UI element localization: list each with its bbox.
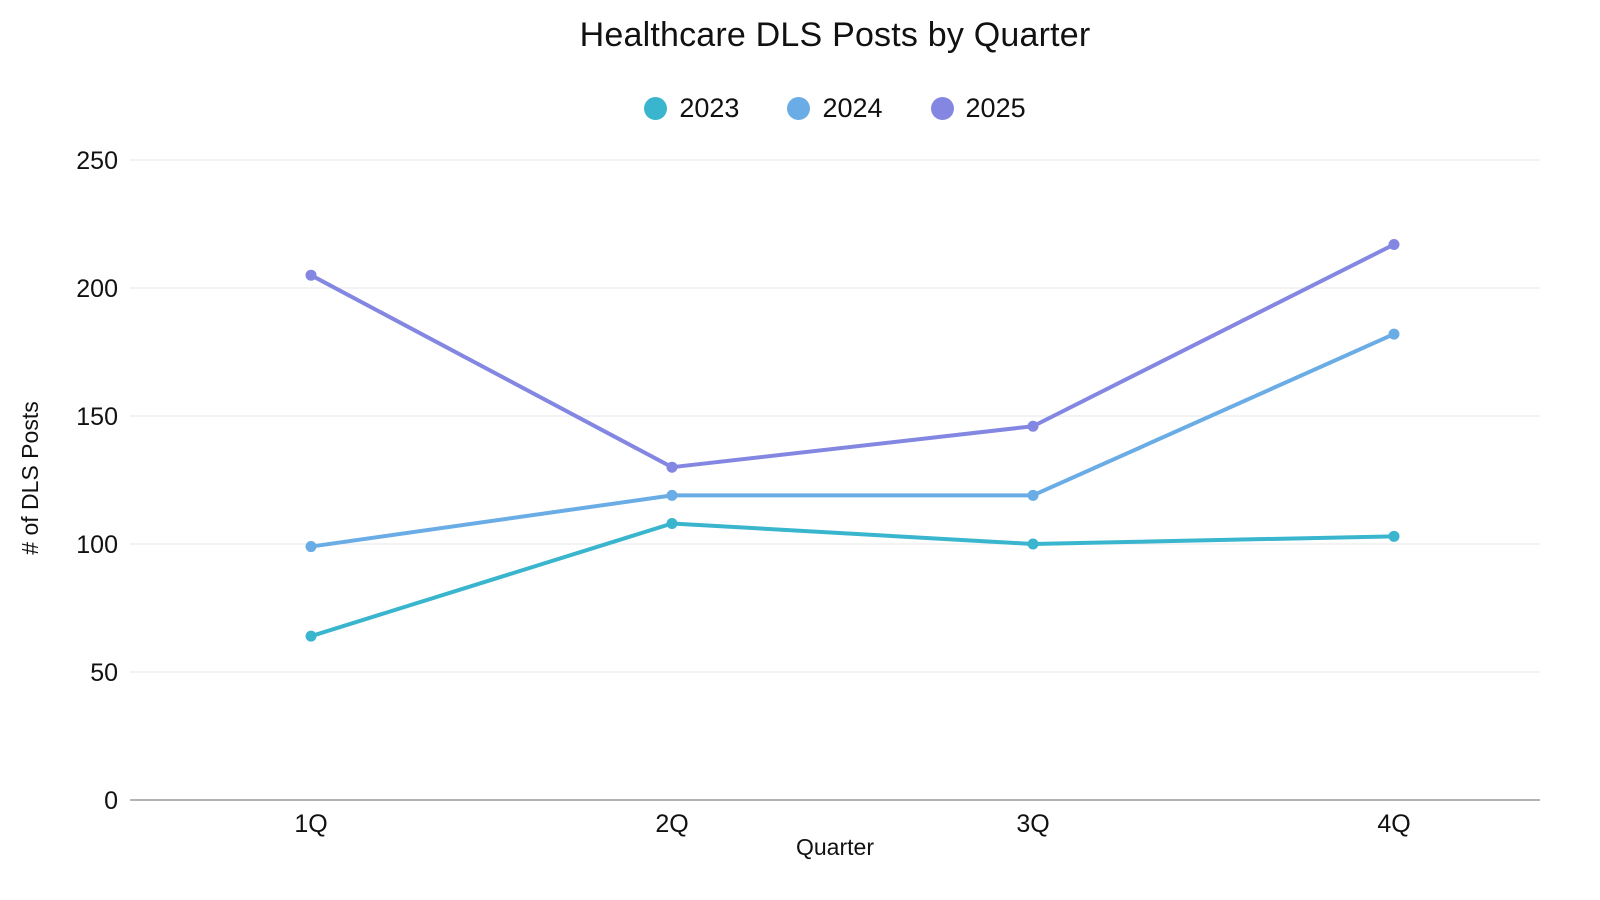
point-2025-2Q [666, 461, 678, 473]
x-axis-title: Quarter [796, 834, 874, 860]
y-axis-title: # of DLS Posts [17, 401, 43, 554]
legend-label-2023: 2023 [679, 93, 740, 123]
point-2024-2Q [666, 489, 678, 501]
x-tick-4Q: 4Q [1377, 810, 1410, 838]
x-axis-tick-labels: 1Q 2Q 3Q 4Q [294, 810, 1410, 838]
legend: 2023 2024 2025 [130, 93, 1540, 124]
point-2025-1Q [305, 269, 317, 281]
point-2023-1Q [305, 630, 317, 642]
series-line-2023 [309, 521, 1396, 639]
chart-header: Healthcare DLS Posts by Quarter 2023 2024… [130, 0, 1540, 124]
legend-item-2023[interactable]: 2023 [644, 93, 739, 124]
y-tick-250: 250 [76, 147, 118, 175]
chart-title: Healthcare DLS Posts by Quarter [579, 16, 1091, 54]
legend-swatch-2023 [644, 97, 668, 120]
y-axis-tick-labels: 0 50 100 150 200 250 [76, 147, 118, 815]
point-2025-4Q [1388, 238, 1400, 250]
series-line-2025 [309, 242, 1396, 470]
legend-item-2024[interactable]: 2024 [787, 93, 883, 124]
x-tick-1Q: 1Q [294, 810, 327, 838]
point-2024-4Q [1388, 328, 1400, 340]
point-2024-3Q [1027, 489, 1039, 501]
point-2025-3Q [1027, 420, 1039, 432]
y-tick-100: 100 [76, 531, 118, 559]
x-tick-2Q: 2Q [655, 810, 688, 838]
point-2023-3Q [1027, 538, 1039, 550]
legend-label-2025: 2025 [965, 93, 1026, 123]
point-2023-4Q [1388, 530, 1400, 542]
y-tick-150: 150 [76, 403, 118, 431]
point-2024-1Q [305, 541, 317, 553]
series-lines [305, 238, 1400, 642]
gridlines [130, 159, 1540, 801]
y-tick-0: 0 [104, 787, 118, 815]
point-2023-2Q [666, 518, 678, 530]
x-tick-3Q: 3Q [1016, 810, 1049, 838]
y-tick-200: 200 [76, 275, 118, 303]
legend-item-2025[interactable]: 2025 [930, 93, 1026, 124]
legend-swatch-2025 [930, 97, 954, 120]
y-tick-50: 50 [90, 659, 118, 687]
legend-label-2024: 2024 [822, 93, 883, 123]
series-line-2024 [309, 332, 1396, 549]
legend-swatch-2024 [787, 97, 811, 120]
